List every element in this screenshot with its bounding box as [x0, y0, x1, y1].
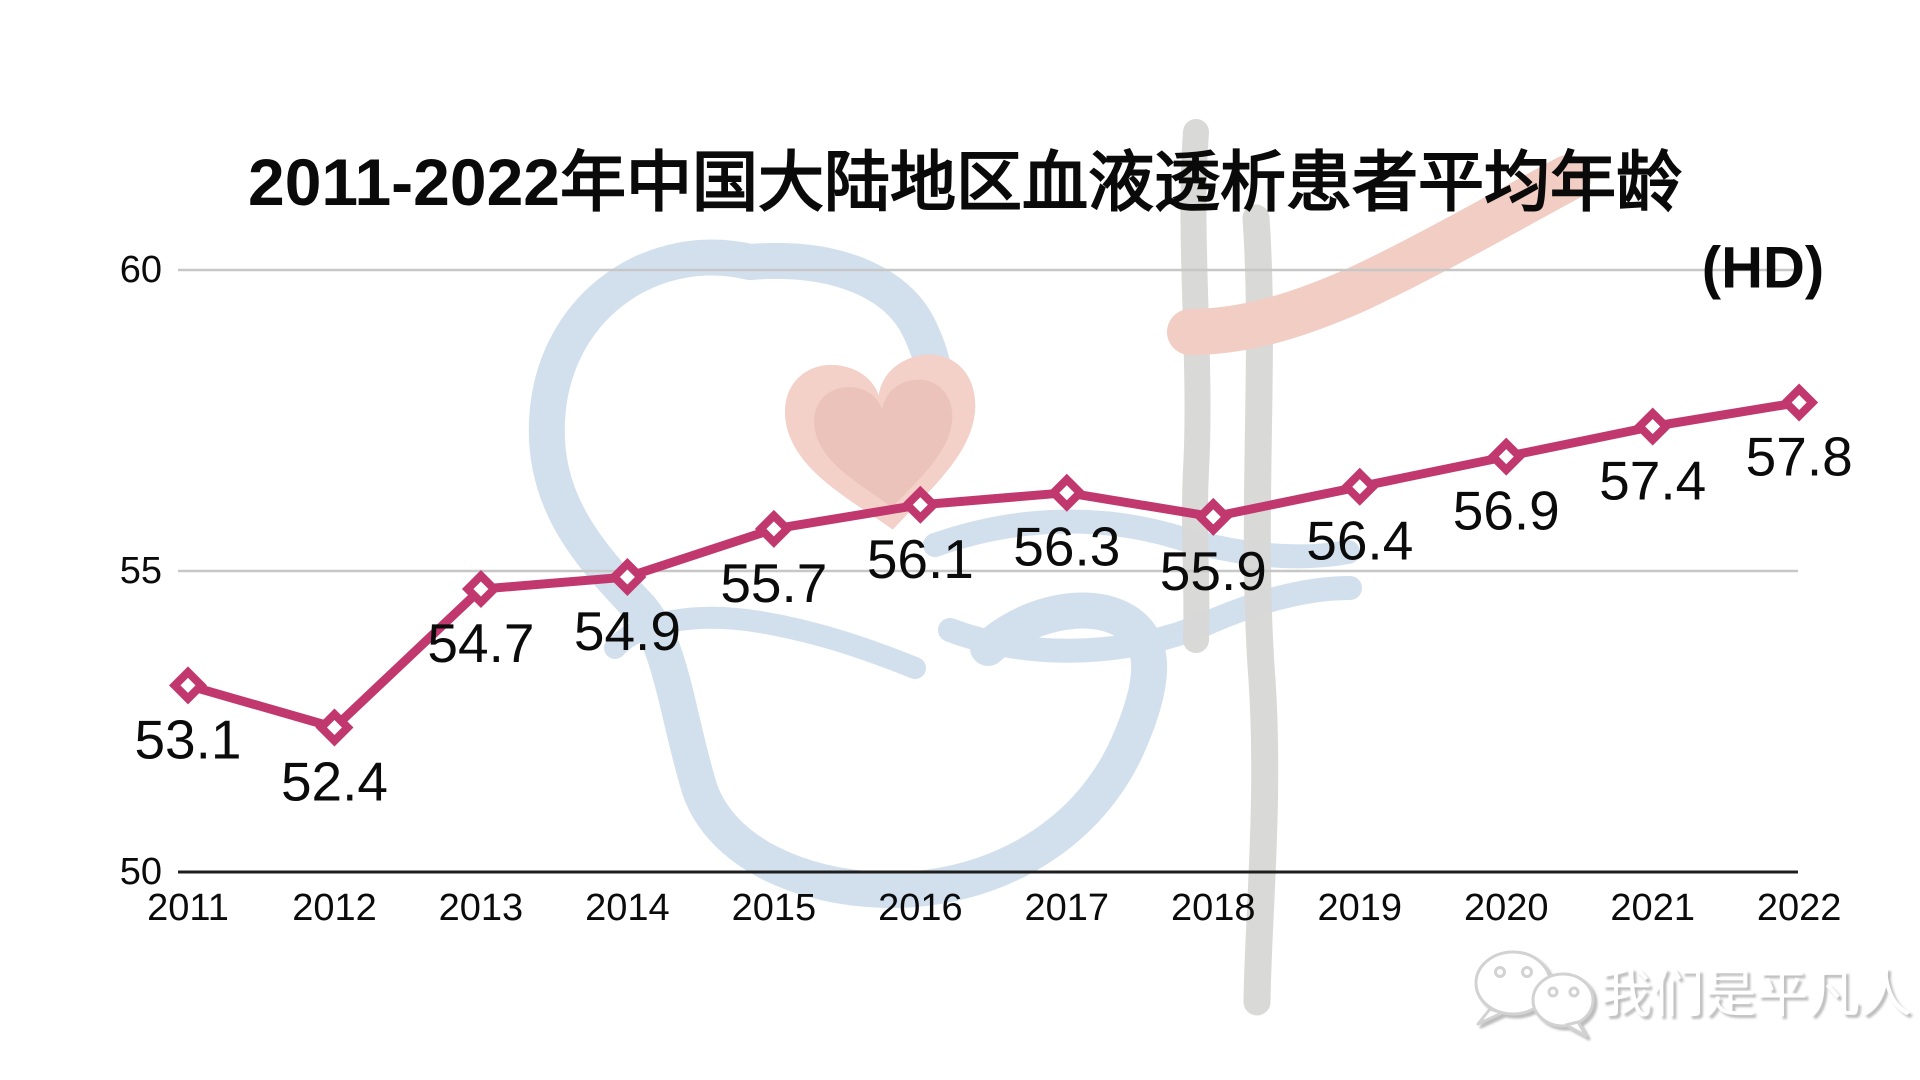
ureter-stroke-left-icon: [1180, 119, 1211, 653]
x-tick-label: 2012: [292, 887, 377, 929]
x-tick-label: 2014: [585, 887, 670, 929]
data-point-label: 57.4: [1599, 450, 1706, 512]
data-point-label: 52.4: [281, 751, 388, 813]
heart-icon: [784, 354, 976, 530]
data-point-marker-center: [1059, 485, 1075, 501]
y-tick-label: 55: [120, 550, 162, 592]
data-point-label: 54.9: [574, 600, 681, 662]
wechat-icon: [1474, 950, 1595, 1038]
ribbon-stroke-icon: [1167, 155, 1591, 355]
y-tick-label: 60: [120, 249, 162, 291]
footer-watermark: 我们是平凡人: [1474, 950, 1912, 1038]
data-point-marker-center: [180, 677, 196, 693]
x-tick-label: 2017: [1025, 887, 1110, 929]
x-tick-label: 2020: [1464, 887, 1549, 929]
gridlines: 60 55 50: [120, 249, 1798, 893]
x-tick-label: 2022: [1757, 887, 1842, 929]
x-tick-label: 2019: [1317, 887, 1402, 929]
data-point-label: 54.7: [427, 612, 534, 674]
data-point-marker-center: [1791, 394, 1807, 410]
data-point-marker-center: [326, 720, 342, 736]
x-tick-label: 2011: [147, 887, 229, 929]
data-point-label: 55.9: [1160, 540, 1267, 602]
data-point-marker-center: [1498, 449, 1514, 465]
series-line: [183, 397, 1804, 732]
value-labels: 53.1 52.4 54.7 54.9 55.7 56.1 56.3 55.9 56.4 56.9…: [134, 425, 1852, 812]
data-point-marker-center: [1352, 479, 1368, 495]
data-point-marker-center: [473, 581, 489, 597]
kidney-inner-curl-icon: [604, 606, 926, 679]
x-tick-label: 2015: [732, 887, 817, 929]
x-tick-label: 2013: [439, 887, 524, 929]
data-point-label: 57.8: [1746, 425, 1853, 487]
data-point-marker-center: [1645, 419, 1661, 435]
kidney-sketch-icon: [528, 239, 1168, 909]
data-point-label: 56.1: [867, 528, 974, 590]
x-tick-label: 2018: [1171, 887, 1256, 929]
kidney-watermark: [528, 119, 1591, 1016]
wechat-account-label: 我们是平凡人: [1600, 966, 1912, 1024]
unit-label: (HD): [1702, 236, 1824, 301]
data-point-label: 56.3: [1013, 516, 1120, 578]
data-point-marker-center: [912, 497, 928, 513]
data-point-label: 53.1: [134, 708, 241, 770]
y-tick-label: 50: [120, 851, 162, 893]
data-point-marker-center: [766, 521, 782, 537]
x-axis-labels: 2011 2012 2013 2014 2015 2016 2017 2018 2019 2020…: [147, 887, 1841, 929]
line-series: [169, 383, 1819, 747]
data-point-label: 56.9: [1453, 480, 1560, 542]
data-point-label: 56.4: [1306, 510, 1413, 572]
data-point-label: 55.7: [720, 552, 827, 614]
data-point-marker-center: [619, 569, 635, 585]
x-tick-label: 2021: [1610, 887, 1695, 929]
x-tick-label: 2016: [878, 887, 963, 929]
data-point-marker-center: [1205, 509, 1221, 525]
chart-title: 2011-2022年中国大陆地区血液透析患者平均年龄: [248, 145, 1682, 219]
renal-vessel-upper-icon: [923, 509, 1360, 569]
